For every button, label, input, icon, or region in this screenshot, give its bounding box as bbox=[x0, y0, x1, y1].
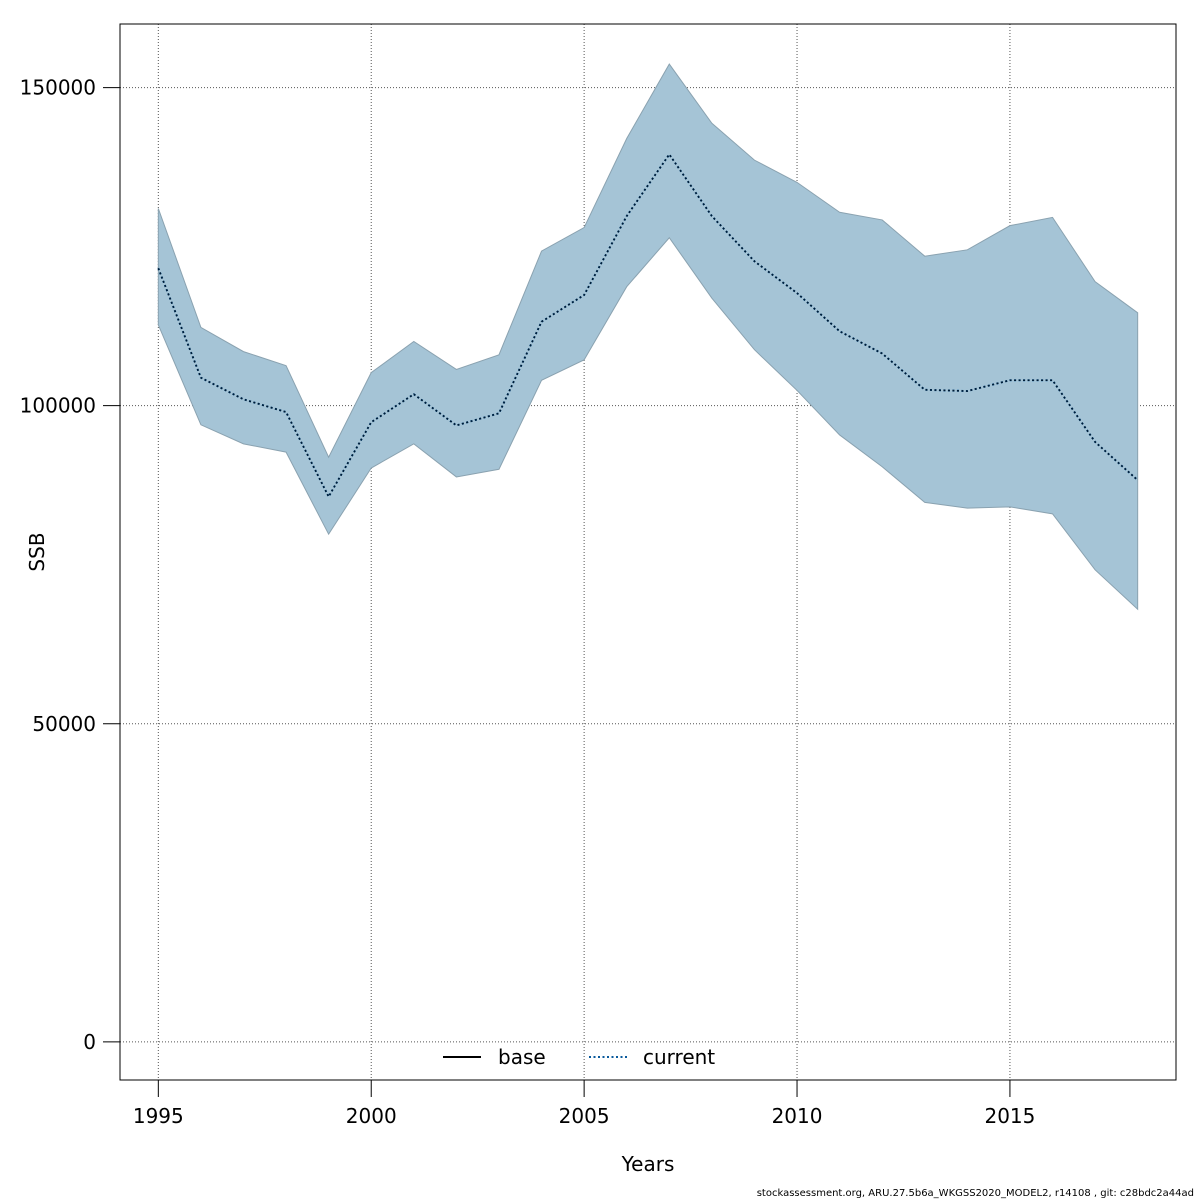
y-tick-label: 50000 bbox=[32, 712, 96, 736]
x-tick-label: 2010 bbox=[772, 1104, 823, 1128]
x-axis-title: Years bbox=[621, 1152, 675, 1176]
series-lines bbox=[157, 152, 1139, 499]
y-tick-label: 150000 bbox=[20, 76, 96, 100]
y-tick-label: 100000 bbox=[20, 394, 96, 418]
y-axis-title: SSB bbox=[25, 532, 49, 571]
legend-label-base: base bbox=[498, 1045, 546, 1069]
x-tick-label: 2005 bbox=[559, 1104, 610, 1128]
series-line-current-overlay bbox=[157, 153, 1139, 499]
x-tick-label: 2015 bbox=[984, 1104, 1035, 1128]
x-tick-label: 2000 bbox=[346, 1104, 397, 1128]
y-tick-label: 0 bbox=[83, 1030, 96, 1054]
legend: base current bbox=[443, 1045, 715, 1069]
legend-label-current: current bbox=[643, 1045, 715, 1069]
ssb-confidence-band bbox=[157, 63, 1139, 611]
x-tick-label: 1995 bbox=[133, 1104, 184, 1128]
confidence-band bbox=[157, 63, 1139, 611]
footer-credit: stockassessment.org, ARU.27.5b6a_WKGSS20… bbox=[756, 1188, 1194, 1199]
x-axis: 1995 2000 2005 2010 2015 bbox=[133, 1079, 1035, 1128]
y-axis: 0 50000 100000 150000 bbox=[20, 76, 121, 1054]
